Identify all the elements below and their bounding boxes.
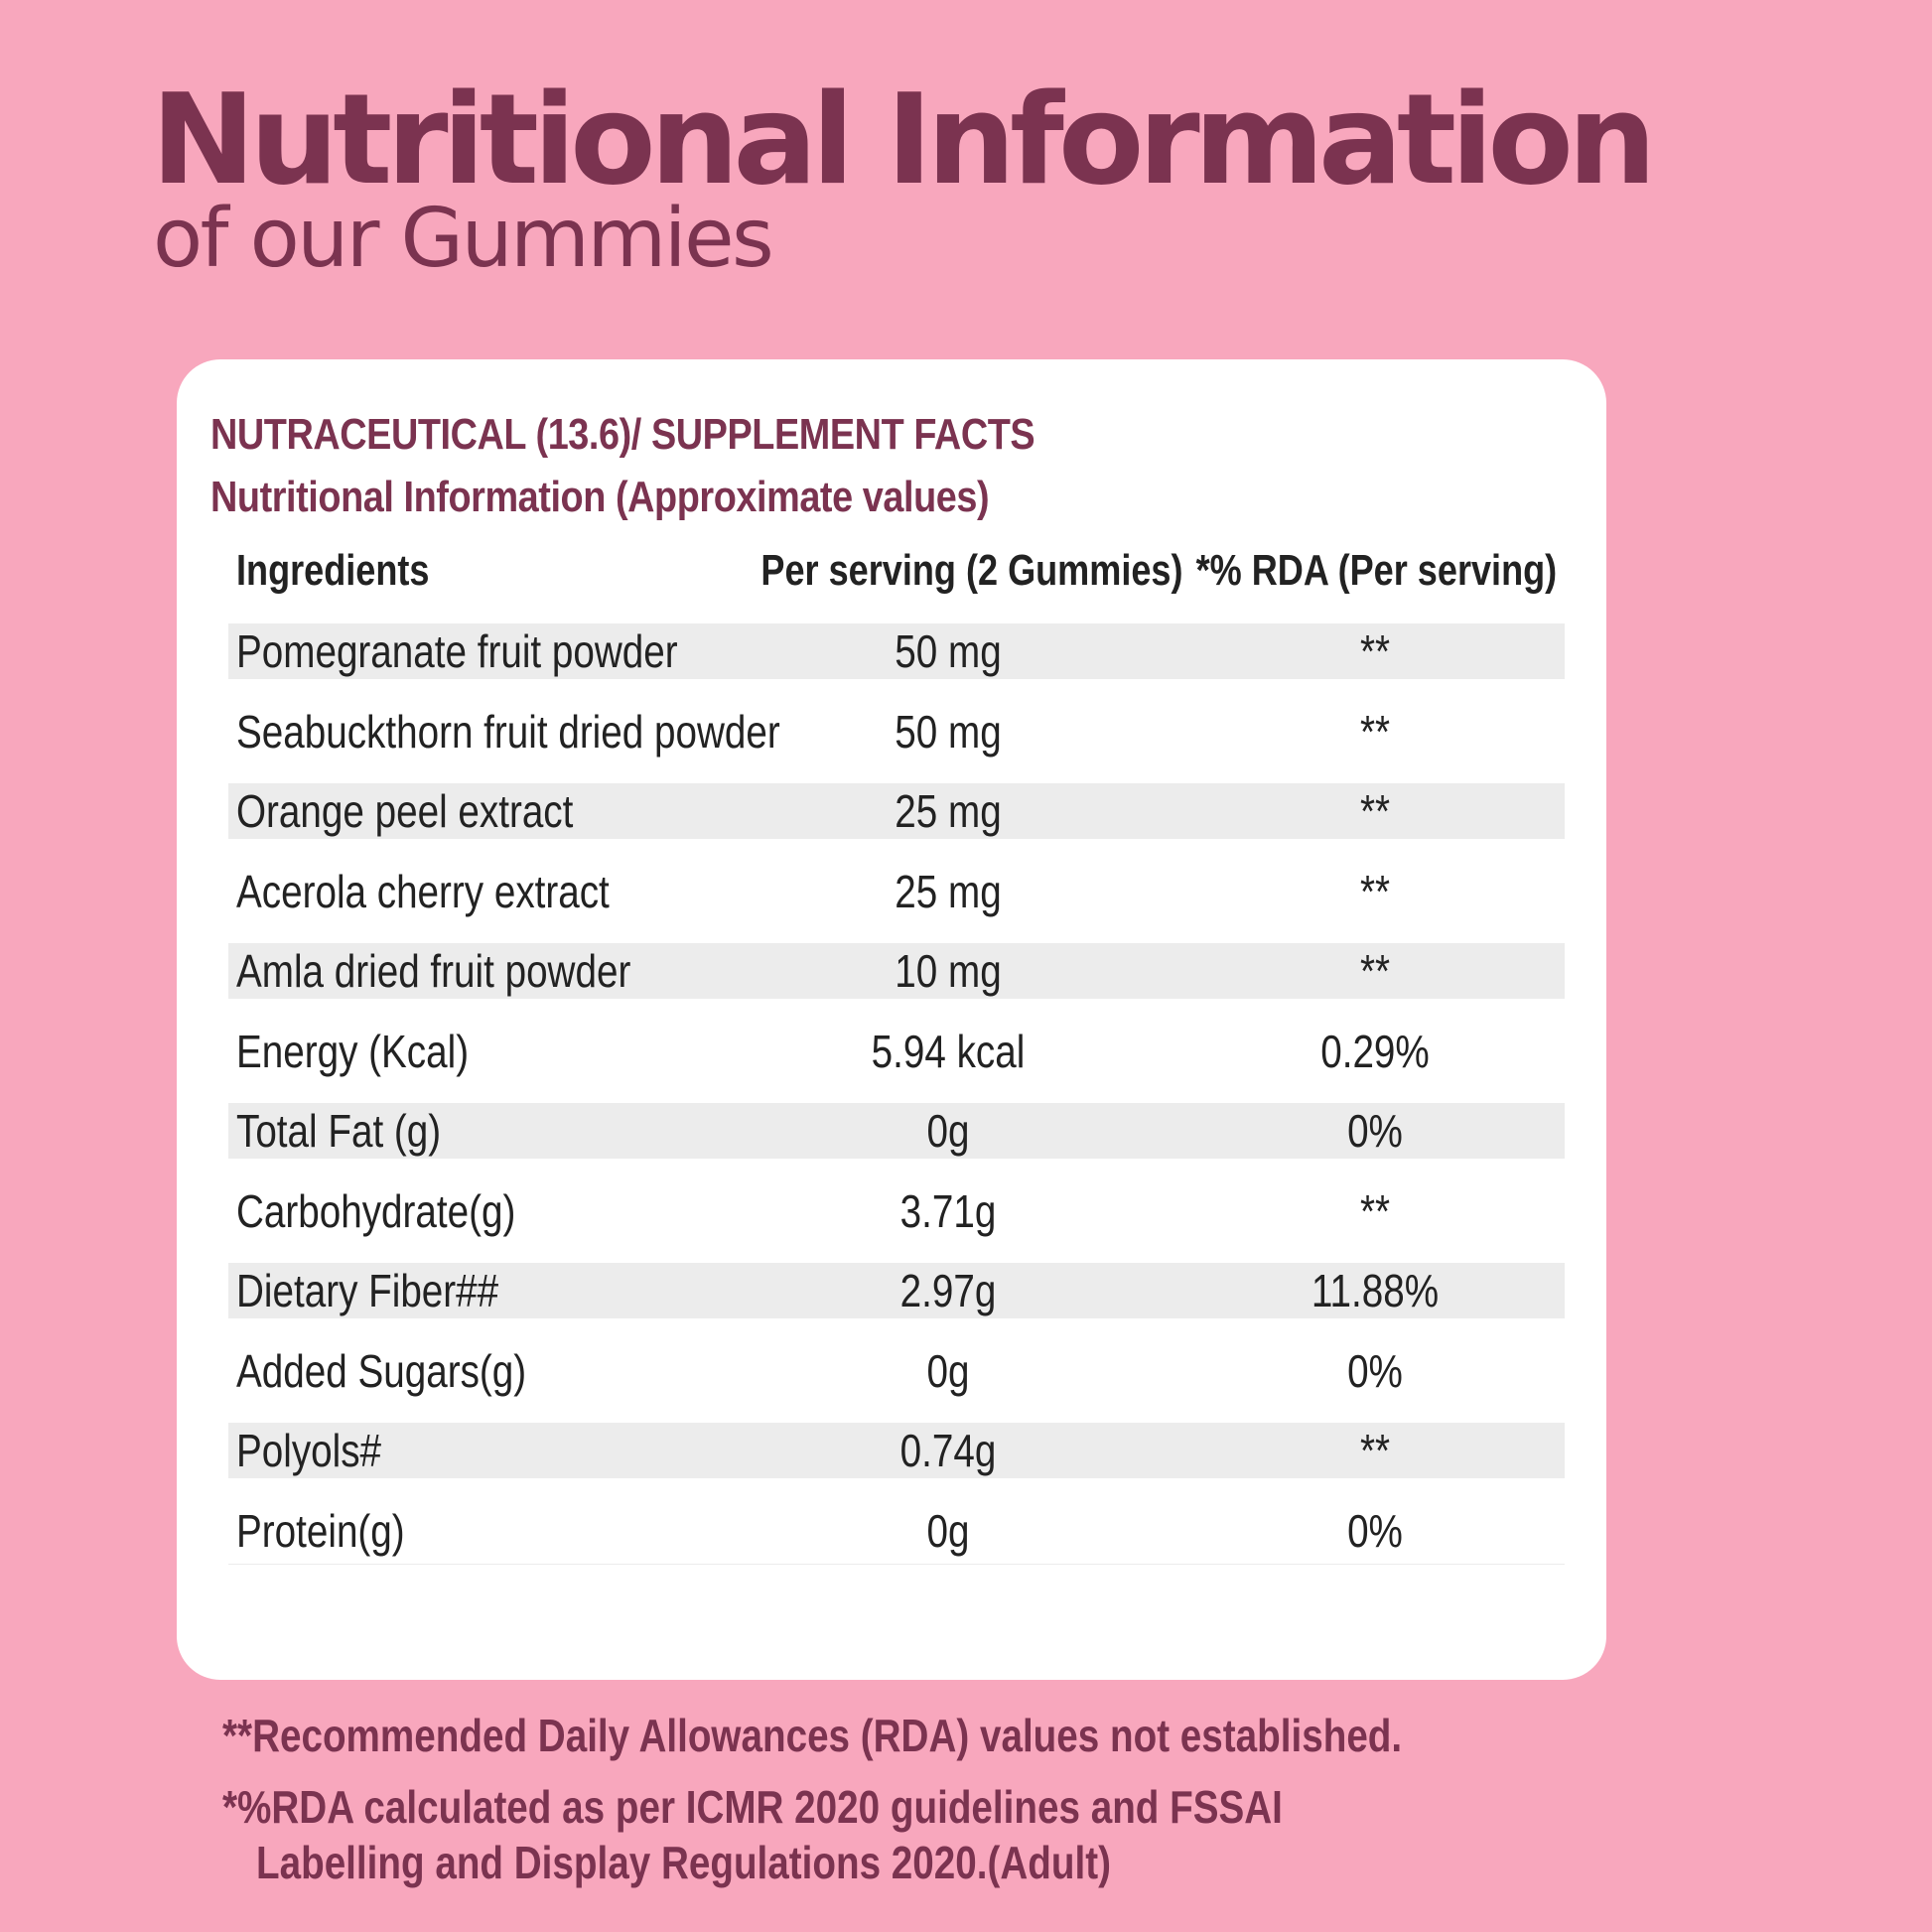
rda-value: **	[1359, 705, 1391, 758]
per-serving-value: 10 mg	[895, 945, 1002, 997]
footnote-rda-not-established: **Recommended Daily Allowances (RDA) val…	[222, 1710, 1403, 1761]
table-row: Acerola cherry extract 25 mg **	[228, 864, 1565, 919]
table-row: Pomegranate fruit powder 50 mg **	[228, 623, 1565, 679]
rda-value: 0%	[1347, 1344, 1403, 1397]
nutrition-table: Pomegranate fruit powder 50 mg ** Seabuc…	[228, 623, 1565, 1583]
card-subheading: Nutritional Information (Approximate val…	[210, 473, 990, 521]
footnote-rda-calculation: *%RDA calculated as per ICMR 2020 guidel…	[222, 1781, 1283, 1833]
per-serving-value: 0g	[926, 1504, 970, 1557]
table-row: Polyols# 0.74g **	[228, 1423, 1565, 1478]
ingredient-name: Orange peel extract	[236, 785, 574, 837]
table-header: Ingredients Per serving (2 Gummies) *% R…	[228, 539, 1565, 603]
ingredient-name: Protein(g)	[236, 1504, 405, 1557]
table-row: Carbohydrate(g) 3.71g **	[228, 1183, 1565, 1239]
per-serving-value: 2.97g	[899, 1265, 997, 1316]
per-serving-value: 0.74g	[899, 1425, 997, 1476]
rda-value: 11.88%	[1311, 1265, 1440, 1316]
per-serving-value: 25 mg	[895, 785, 1002, 837]
table-row: Protein(g) 0g 0%	[228, 1503, 1565, 1559]
column-header-rda: *% RDA (Per serving)	[1195, 546, 1558, 595]
page-title: Nutritional Information	[151, 67, 1657, 212]
ingredient-name: Dietary Fiber##	[236, 1265, 499, 1316]
rda-value: **	[1359, 1425, 1391, 1476]
table-row: Seabuckthorn fruit dried powder 50 mg **	[228, 704, 1565, 759]
table-row: Dietary Fiber## 2.97g 11.88%	[228, 1263, 1565, 1318]
ingredient-name: Pomegranate fruit powder	[236, 625, 678, 677]
per-serving-value: 50 mg	[895, 625, 1002, 677]
ingredient-name: Seabuckthorn fruit dried powder	[236, 705, 780, 758]
per-serving-value: 50 mg	[895, 705, 1002, 758]
per-serving-value: 5.94 kcal	[871, 1025, 1026, 1077]
ingredient-name: Acerola cherry extract	[236, 865, 610, 917]
rda-value: **	[1359, 785, 1391, 837]
rda-value: **	[1359, 625, 1391, 677]
card-heading: NUTRACEUTICAL (13.6)/ SUPPLEMENT FACTS	[210, 410, 1035, 459]
rda-value: 0%	[1347, 1105, 1403, 1157]
rda-value: 0.29%	[1320, 1025, 1430, 1077]
rda-value: **	[1359, 1184, 1391, 1237]
ingredient-name: Added Sugars(g)	[236, 1344, 527, 1397]
table-row: Orange peel extract 25 mg **	[228, 783, 1565, 839]
column-header-per-serving: Per serving (2 Gummies)	[760, 546, 1183, 595]
table-row: Total Fat (g) 0g 0%	[228, 1103, 1565, 1159]
rda-value: **	[1359, 865, 1391, 917]
table-row: Added Sugars(g) 0g 0%	[228, 1343, 1565, 1399]
ingredient-name: Polyols#	[236, 1425, 382, 1476]
column-header-ingredients: Ingredients	[236, 546, 430, 595]
table-row: Amla dried fruit powder 10 mg **	[228, 943, 1565, 999]
ingredient-name: Amla dried fruit powder	[236, 945, 631, 997]
per-serving-value: 0g	[926, 1105, 970, 1157]
per-serving-value: 0g	[926, 1344, 970, 1397]
rda-value: 0%	[1347, 1504, 1403, 1557]
rda-value: **	[1359, 945, 1391, 997]
per-serving-value: 3.71g	[899, 1184, 997, 1237]
ingredient-name: Carbohydrate(g)	[236, 1184, 516, 1237]
footnote-rda-calculation-continued: Labelling and Display Regulations 2020.(…	[256, 1837, 1111, 1888]
per-serving-value: 25 mg	[895, 865, 1002, 917]
page-subtitle: of our Gummies	[153, 192, 774, 286]
ingredient-name: Total Fat (g)	[236, 1105, 442, 1157]
ingredient-name: Energy (Kcal)	[236, 1025, 470, 1077]
table-row: Energy (Kcal) 5.94 kcal 0.29%	[228, 1024, 1565, 1079]
table-bottom-divider	[228, 1564, 1565, 1565]
